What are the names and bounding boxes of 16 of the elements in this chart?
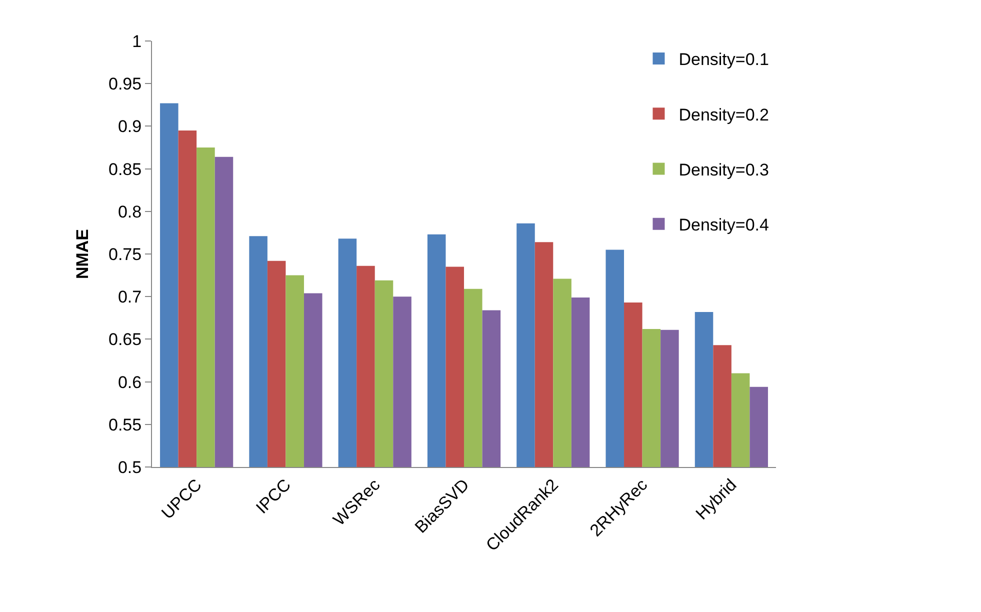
y-tick-label: 0.75 <box>108 244 142 264</box>
y-tick-label: 0.9 <box>118 117 142 136</box>
legend-label: Density=0.4 <box>678 215 769 234</box>
y-tick-label: 0.8 <box>118 202 142 222</box>
y-tick-label: 0.65 <box>108 330 142 350</box>
y-tick-label: 0.85 <box>108 160 142 179</box>
y-axis-title: NMAE <box>73 228 92 280</box>
y-tick-label: 0.55 <box>108 415 142 434</box>
y-tick-label: 0.6 <box>118 372 142 392</box>
y-tick-label: 0.7 <box>118 288 142 307</box>
legend-label: Density=0.3 <box>678 160 769 180</box>
legend-label: Density=0.1 <box>678 50 769 70</box>
y-tick-label: 1 <box>132 32 142 51</box>
y-tick-label: 0.95 <box>108 74 142 94</box>
legend-label: Density=0.2 <box>678 105 769 124</box>
y-tick-label: 0.5 <box>118 458 142 477</box>
